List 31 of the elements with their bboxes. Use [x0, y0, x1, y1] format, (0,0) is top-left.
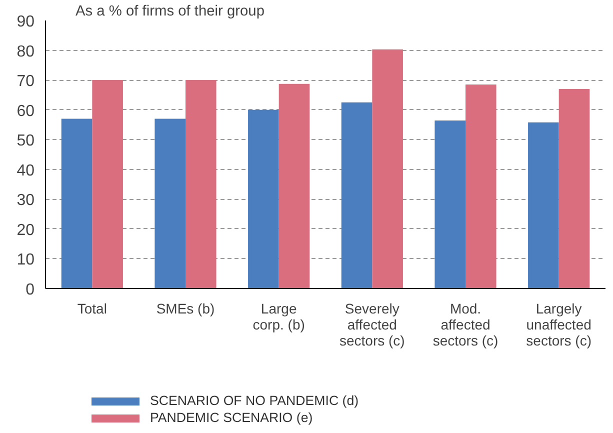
bar: [434, 120, 466, 288]
legend-label: SCENARIO OF NO PANDEMIC (d): [150, 393, 359, 408]
bar: [61, 118, 92, 288]
x-tick-label: Mod. affected sectors (c): [432, 300, 498, 348]
x-tick-label: Largely unaffected sectors (c): [526, 300, 592, 348]
y-tick-label: 20: [16, 222, 35, 239]
bar: [528, 122, 559, 288]
bar: [278, 84, 310, 288]
y-tick-label: 70: [16, 73, 35, 90]
legend-label: PANDEMIC SCENARIO (e): [150, 410, 313, 425]
bar: [558, 88, 590, 288]
bar: [341, 102, 372, 288]
bar: [372, 49, 403, 288]
bar: [154, 118, 186, 288]
x-tick-label: Total: [77, 300, 107, 316]
y-tick-label: 30: [16, 192, 35, 210]
y-tick-label: 80: [16, 43, 35, 60]
y-axis-title: As a % of firms of their group: [76, 4, 264, 20]
x-tick-label: SMEs (b): [156, 300, 215, 316]
x-tick-label: Severely affected sectors (c): [340, 300, 405, 348]
bar: [186, 80, 216, 288]
y-tick-label: 50: [16, 132, 35, 150]
y-tick-label: 0: [26, 282, 35, 298]
x-tick-label: Large corp. (b): [252, 300, 305, 332]
bar: [92, 80, 123, 288]
bar: [466, 84, 496, 288]
y-tick-label: 10: [16, 252, 35, 269]
y-tick-label: 60: [16, 102, 35, 120]
bar: [248, 110, 279, 288]
y-tick-label: 40: [16, 162, 35, 180]
y-tick-label: 90: [16, 14, 35, 30]
